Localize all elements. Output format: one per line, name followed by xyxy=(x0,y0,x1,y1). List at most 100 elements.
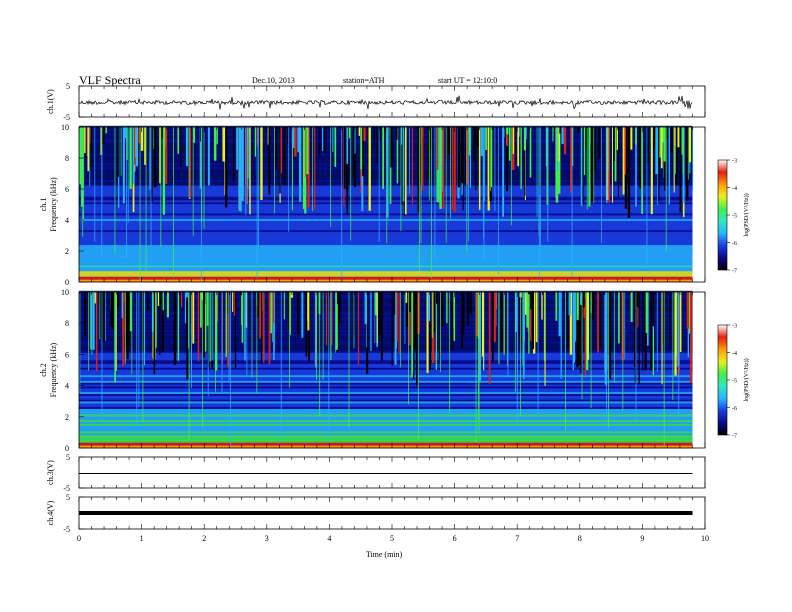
sferic-streak xyxy=(431,292,433,338)
sferic-streak xyxy=(160,127,163,138)
sferic-streak xyxy=(608,127,610,204)
sferic-streak xyxy=(411,127,413,205)
sferic-streak xyxy=(498,292,500,364)
freq-band xyxy=(79,391,693,395)
sferic-streak xyxy=(599,292,602,348)
vertical-line xyxy=(202,292,204,429)
sferic-streak xyxy=(468,127,471,156)
vertical-line xyxy=(581,292,583,400)
low-freq-band xyxy=(79,279,693,282)
freq-band xyxy=(79,292,693,295)
freq-band xyxy=(79,294,693,297)
sferic-streak xyxy=(427,292,431,322)
sferic-streak xyxy=(421,127,424,191)
panel-ch2-spectrogram: 0 2 4 6 8 10 ch.2 Frequency (kHz) -3 -4 -5 -6 -7 log(… xyxy=(39,288,750,453)
freq-band xyxy=(79,438,693,441)
freq-band xyxy=(79,444,693,447)
sferic-streak xyxy=(616,127,618,151)
sferic-streak xyxy=(261,292,263,364)
sferic-streak xyxy=(260,127,263,200)
sferic-streak xyxy=(627,127,631,218)
sferic-streak xyxy=(128,292,130,347)
vertical-line xyxy=(274,292,275,351)
sferic-streak xyxy=(124,127,127,139)
vertical-line xyxy=(537,292,539,419)
y-tick-label: 6 xyxy=(65,185,69,194)
sferic-streak xyxy=(256,127,259,147)
sferic-streak xyxy=(526,292,529,328)
freq-band xyxy=(79,434,693,438)
sferic-streak xyxy=(680,127,683,155)
freq-band xyxy=(79,255,693,259)
sferic-streak xyxy=(577,292,581,366)
x-tick-label: 7 xyxy=(515,534,519,543)
vertical-line xyxy=(498,127,499,275)
vertical-line xyxy=(408,292,409,405)
sferic-streak xyxy=(493,292,496,342)
sferic-streak xyxy=(294,127,297,157)
sferic-streak xyxy=(122,127,125,204)
freq-band xyxy=(79,166,693,169)
y-axis-label: Frequency (kHz) xyxy=(49,342,58,397)
sferic-streak xyxy=(662,127,664,143)
vertical-line xyxy=(494,127,496,211)
sferic-streak xyxy=(525,292,528,315)
colorbar-tick-label: -7 xyxy=(732,269,737,275)
freq-band xyxy=(79,231,693,234)
sferic-streak xyxy=(314,127,316,211)
freq-band xyxy=(79,414,693,417)
vertical-line xyxy=(430,127,432,279)
y-tick-label: 8 xyxy=(65,154,69,163)
sferic-streak xyxy=(633,292,636,367)
vertical-line xyxy=(663,292,665,447)
sferic-streak xyxy=(368,127,371,211)
freq-band xyxy=(79,222,693,225)
sferic-streak xyxy=(148,127,150,152)
sferic-streak xyxy=(636,292,639,308)
freq-band xyxy=(79,270,693,273)
sferic-streak xyxy=(427,127,430,181)
vertical-line xyxy=(79,292,81,393)
sferic-streak xyxy=(186,292,189,380)
sferic-streak xyxy=(199,127,201,189)
sferic-streak xyxy=(568,292,571,316)
sferic-streak xyxy=(157,292,160,306)
vertical-line xyxy=(330,127,332,227)
sferic-streak xyxy=(624,127,626,175)
vertical-line xyxy=(466,127,468,251)
sferic-streak xyxy=(95,292,98,372)
freq-band xyxy=(79,170,693,173)
sferic-streak xyxy=(658,127,662,158)
freq-band xyxy=(79,164,693,167)
sferic-streak xyxy=(530,292,533,310)
freq-band xyxy=(79,148,693,151)
freq-band xyxy=(79,190,693,194)
sferic-streak xyxy=(591,292,595,320)
vertical-line xyxy=(510,127,512,226)
vertical-line xyxy=(245,127,247,215)
sferic-streak xyxy=(532,292,536,354)
freq-band xyxy=(79,371,693,374)
sferic-streak xyxy=(201,292,204,300)
vertical-line xyxy=(172,127,174,278)
vertical-line xyxy=(246,292,248,376)
sferic-streak xyxy=(209,292,211,362)
sferic-streak xyxy=(475,292,478,337)
vertical-line xyxy=(192,127,194,236)
sferic-streak xyxy=(585,127,588,149)
colorbar-tick-label: -4 xyxy=(732,186,737,192)
sferic-streak xyxy=(102,127,104,144)
sferic-streak xyxy=(609,292,612,380)
sferic-streak xyxy=(686,127,689,201)
vertical-line xyxy=(328,292,330,442)
sferic-streak xyxy=(315,292,317,368)
freq-band xyxy=(79,246,693,249)
sferic-streak xyxy=(488,292,491,385)
sferic-streak xyxy=(116,292,120,307)
sferic-streak xyxy=(287,127,289,145)
sferic-streak xyxy=(575,292,577,342)
freq-band xyxy=(79,185,693,188)
freq-band xyxy=(79,267,693,270)
freq-band xyxy=(79,213,693,216)
